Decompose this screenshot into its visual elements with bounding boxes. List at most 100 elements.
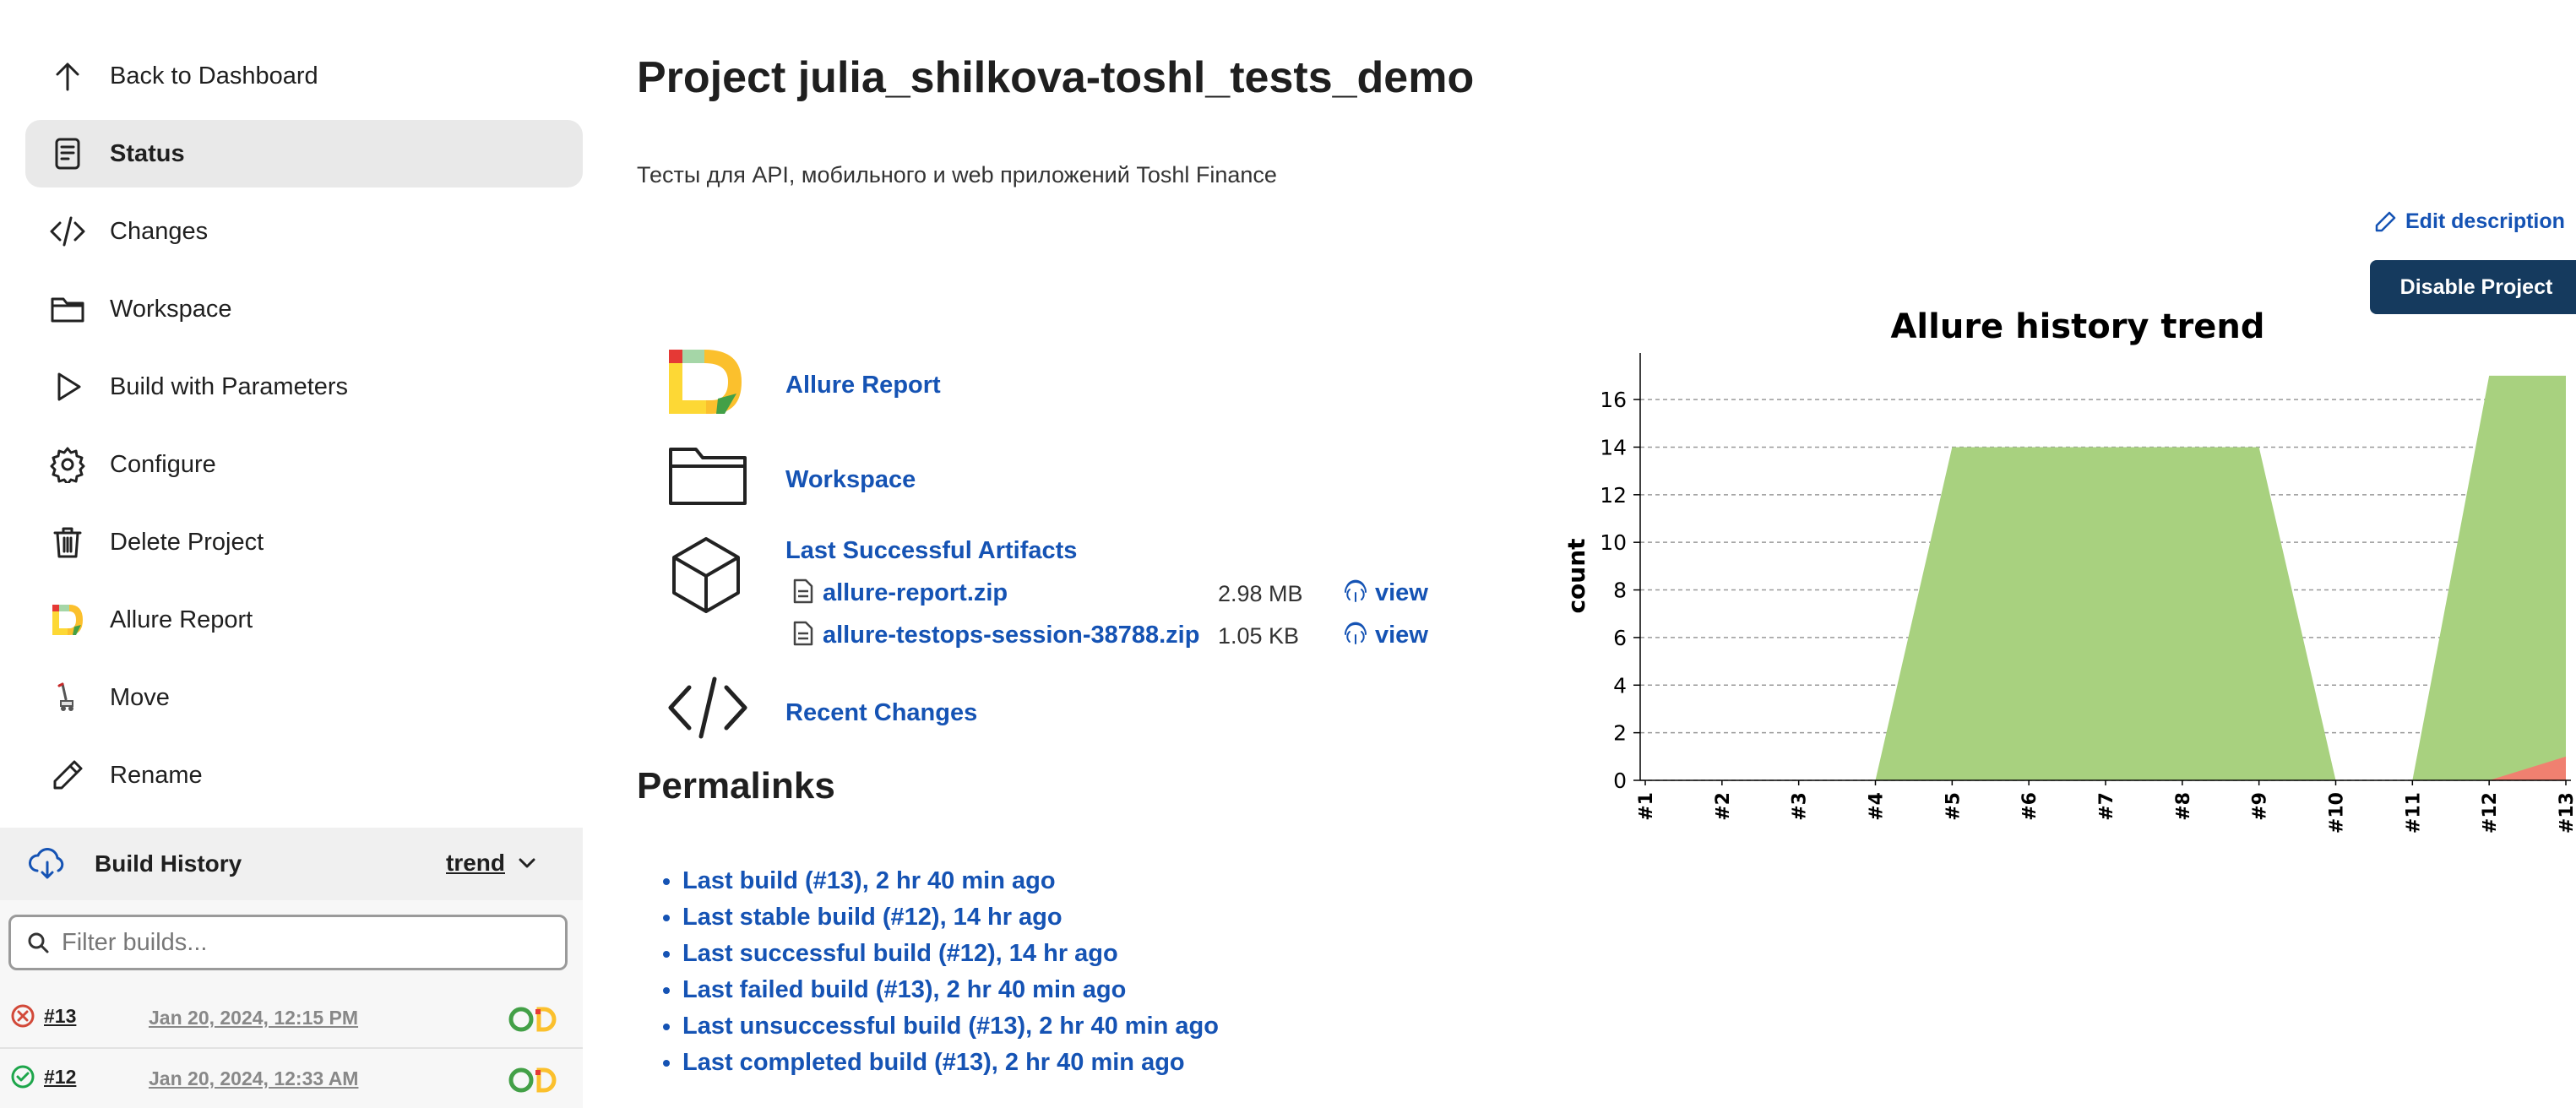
task-label: Changes: [110, 217, 209, 245]
y-tick-label: 10: [1600, 530, 1627, 555]
allure-trend-chart[interactable]: Allure history trend count 0 2 4 6 8 10 12 14 16…: [1554, 306, 2576, 846]
permalink-item[interactable]: Last failed build (#13), 2 hr 40 min ago: [682, 974, 1219, 1010]
permalink-item[interactable]: Last successful build (#12), 14 hr ago: [682, 937, 1219, 974]
edit-description-label: Edit description: [2405, 209, 2565, 233]
x-tick-label: #6: [2019, 792, 2041, 821]
task-allure-report[interactable]: Allure Report: [25, 586, 583, 654]
task-delete-project[interactable]: Delete Project: [25, 508, 583, 576]
pencil-icon: [25, 741, 110, 809]
build-row[interactable]: #13 Jan 20, 2024, 12:15 PM: [0, 988, 583, 1049]
build-number-link[interactable]: #13: [44, 1005, 77, 1027]
chart-y-axis-label: count: [1562, 538, 1590, 613]
task-configure[interactable]: Configure: [25, 431, 583, 498]
cloud-icon: [0, 845, 95, 883]
package-icon: [669, 535, 743, 619]
artifact-view-link[interactable]: view: [1375, 622, 1428, 649]
disable-project-button[interactable]: Disable Project: [2370, 260, 2576, 314]
move-icon: [25, 664, 110, 731]
play-icon: [25, 353, 110, 421]
allure-logo-icon: [666, 346, 747, 421]
success-status-icon: [10, 1064, 35, 1094]
x-tick-label: #13: [2557, 792, 2576, 834]
artifact-size: 2.98 MB: [1218, 581, 1303, 606]
artifact-size: 1.05 KB: [1218, 623, 1300, 649]
build-date-link[interactable]: Jan 20, 2024, 12:33 AM: [149, 1067, 359, 1089]
last-successful-artifacts-link[interactable]: Last Successful Artifacts: [785, 537, 1078, 564]
y-tick-label: 6: [1613, 626, 1627, 650]
x-tick-label: #5: [1943, 792, 1964, 821]
fingerprint-icon[interactable]: [1343, 620, 1368, 651]
build-history-header: Build History trend: [0, 828, 583, 900]
recent-changes-link[interactable]: Recent Changes: [785, 699, 978, 726]
x-tick-label: #10: [2327, 792, 2348, 834]
chart-svg: Allure history trend count 0 2 4 6 8 10 12 14 16…: [1562, 307, 2576, 834]
x-tick-label: #9: [2250, 792, 2271, 821]
artifact-view-link[interactable]: view: [1375, 579, 1428, 606]
y-tick-label: 14: [1600, 435, 1627, 459]
artifact-row: allure-report.zip 2.98 MB view: [792, 574, 1434, 611]
task-changes[interactable]: Changes: [25, 198, 583, 265]
allure-badge-icon[interactable]: [507, 1066, 561, 1099]
filter-builds-field[interactable]: [8, 915, 568, 970]
permalink-item[interactable]: Last build (#13), 2 hr 40 min ago: [682, 865, 1219, 901]
allure-report-link[interactable]: Allure Report: [785, 372, 941, 399]
document-icon: [25, 120, 110, 187]
y-tick-label: 12: [1600, 483, 1627, 508]
code-icon: [25, 198, 110, 265]
build-date-link[interactable]: Jan 20, 2024, 12:15 PM: [149, 1007, 359, 1029]
task-build-with-parameters[interactable]: Build with Parameters: [25, 353, 583, 421]
x-tick-label: #3: [1790, 792, 1811, 821]
failed-status-icon: [10, 1003, 35, 1033]
x-tick-label: #11: [2403, 792, 2424, 834]
y-tick-label: 16: [1600, 388, 1627, 412]
permalink-item[interactable]: Last stable build (#12), 14 hr ago: [682, 901, 1219, 937]
task-label: Configure: [110, 450, 216, 478]
build-number-link[interactable]: #12: [44, 1066, 77, 1088]
filter-builds-input[interactable]: [62, 928, 535, 957]
y-tick-label: 8: [1613, 578, 1627, 603]
artifact-row: allure-testops-session-38788.zip 1.05 KB…: [792, 616, 1434, 654]
permalink-item[interactable]: Last unsuccessful build (#13), 2 hr 40 m…: [682, 1010, 1219, 1046]
y-tick-label: 2: [1613, 721, 1627, 746]
fingerprint-icon[interactable]: [1343, 578, 1368, 609]
x-tick-label: #4: [1867, 792, 1888, 821]
folder-icon: [25, 275, 110, 343]
project-description: Тесты для API, мобильного и web приложен…: [637, 162, 1277, 187]
artifact-link[interactable]: allure-report.zip: [823, 579, 1008, 606]
edit-description-link[interactable]: Edit description: [2373, 209, 2565, 234]
gear-icon: [25, 431, 110, 498]
trend-link[interactable]: trend: [446, 850, 505, 876]
file-icon: [792, 620, 814, 651]
trash-icon: [25, 508, 110, 576]
folder-icon: [667, 443, 748, 511]
allure-logo-icon: [25, 586, 110, 654]
task-status[interactable]: Status: [25, 120, 583, 187]
arrow-up-icon: [25, 42, 110, 110]
task-label: Move: [110, 683, 170, 711]
x-tick-label: #1: [1636, 792, 1657, 821]
artifact-link[interactable]: allure-testops-session-38788.zip: [823, 622, 1200, 649]
x-tick-label: #2: [1713, 792, 1734, 821]
task-label: Workspace: [110, 295, 232, 323]
permalinks-list: Last build (#13), 2 hr 40 min ago Last s…: [682, 865, 1219, 1083]
task-label: Delete Project: [110, 528, 264, 556]
permalink-item[interactable]: Last completed build (#13), 2 hr 40 min …: [682, 1046, 1219, 1083]
build-row[interactable]: #12 Jan 20, 2024, 12:33 AM: [0, 1049, 583, 1108]
task-move[interactable]: Move: [25, 664, 583, 731]
task-rename[interactable]: Rename: [25, 741, 583, 809]
y-tick-label: 4: [1613, 673, 1627, 698]
task-label: Allure Report: [110, 606, 253, 633]
task-label: Status: [110, 139, 185, 167]
permalinks-heading: Permalinks: [637, 765, 835, 807]
x-tick-label: #8: [2173, 792, 2194, 821]
task-back-to-dashboard[interactable]: Back to Dashboard: [25, 42, 583, 110]
chevron-down-icon[interactable]: [517, 853, 537, 877]
workspace-link[interactable]: Workspace: [785, 466, 916, 493]
x-tick-label: #12: [2480, 792, 2501, 834]
task-label: Build with Parameters: [110, 372, 349, 400]
search-icon: [28, 932, 49, 953]
x-tick-label: #7: [2096, 792, 2117, 821]
allure-badge-icon[interactable]: [507, 1005, 561, 1038]
task-workspace[interactable]: Workspace: [25, 275, 583, 343]
area-series: [1645, 375, 2566, 780]
